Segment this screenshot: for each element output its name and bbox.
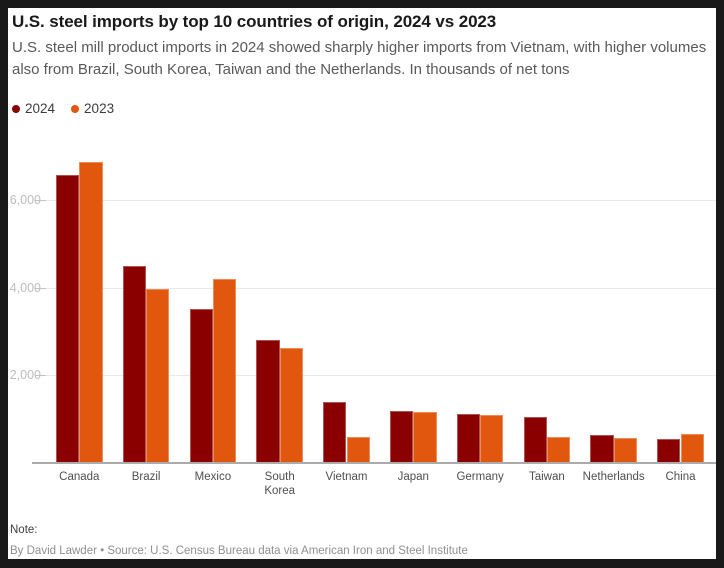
- y-tick-2000: [35, 375, 46, 377]
- x-axis-label-germany: Germany: [456, 471, 504, 483]
- bar-2024-taiwan: [523, 417, 547, 463]
- chart-card: U.S. steel imports by top 10 countries o…: [8, 8, 716, 559]
- y-tick-label-6000: 6,000: [9, 192, 41, 207]
- x-axis-line: [32, 462, 716, 464]
- x-axis-label-japan: Japan: [397, 471, 429, 483]
- chart-subtitle: U.S. steel mill product imports in 2024 …: [12, 39, 707, 78]
- x-axis-label-vietnam: Vietnam: [325, 471, 368, 483]
- footer-byline: By David Lawder • Source: U.S. Census Bu…: [10, 545, 468, 557]
- bar-2024-mexico: [189, 309, 213, 463]
- bar-2023-germany: [480, 415, 504, 463]
- legend-label-2024: 2024: [25, 101, 56, 116]
- x-axis-label-taiwan: Taiwan: [528, 471, 565, 483]
- bar-2024-germany: [456, 414, 481, 463]
- x-axis-label-brazil: Brazil: [131, 471, 161, 483]
- y-gridline-4000: [46, 287, 716, 289]
- bar-2024-brazil: [122, 266, 147, 463]
- bar-2024-netherlands: [590, 435, 614, 463]
- x-axis-label-south-korea: South Korea: [264, 471, 296, 497]
- y-tick-label-4000: 4,000: [9, 280, 41, 295]
- bar-2024-vietnam: [323, 402, 347, 463]
- y-tick-label-2000: 2,000: [9, 368, 41, 383]
- bar-2023-japan: [413, 412, 437, 463]
- x-axis-label-canada: Canada: [59, 471, 100, 483]
- y-tick-4000: [35, 287, 46, 289]
- x-axis-label-china: China: [665, 471, 696, 483]
- legend-dot-2023-icon: [71, 104, 80, 113]
- x-axis-label-mexico: Mexico: [194, 471, 232, 483]
- bar-2024-china: [657, 439, 681, 463]
- y-gridline-2000: [46, 375, 716, 377]
- legend-dot-2024-icon: [12, 104, 20, 113]
- chart-header: U.S. steel imports by top 10 countries o…: [12, 12, 712, 81]
- bar-2023-canada: [79, 162, 103, 463]
- bar-2023-taiwan: [546, 437, 571, 463]
- bar-2023-netherlands: [613, 438, 637, 463]
- footer-note-label: Note:: [10, 524, 38, 536]
- y-gridline-6000: [46, 199, 716, 201]
- bar-2024-south-korea: [256, 340, 280, 463]
- bar-2023-mexico: [212, 279, 237, 463]
- x-axis-label-netherlands: Netherlands: [582, 471, 645, 483]
- bar-2023-china: [680, 434, 704, 463]
- legend-label-2023: 2023: [84, 101, 115, 116]
- chart-title: U.S. steel imports by top 10 countries o…: [12, 12, 497, 31]
- legend-item-2024: 2024: [12, 101, 55, 116]
- y-tick-6000: [35, 199, 46, 201]
- bar-2023-vietnam: [346, 437, 370, 463]
- chart-legend: 2024 2023: [12, 101, 114, 116]
- legend-item-2023: 2023: [71, 101, 114, 116]
- bar-2023-south-korea: [279, 348, 303, 463]
- bar-2024-japan: [390, 411, 414, 463]
- bar-chart-plot-area: 2,000 4,000 6,000 Canada Brazil Mexico South K…: [8, 8, 716, 559]
- bar-2023-brazil: [146, 289, 170, 463]
- bar-2024-canada: [56, 175, 80, 463]
